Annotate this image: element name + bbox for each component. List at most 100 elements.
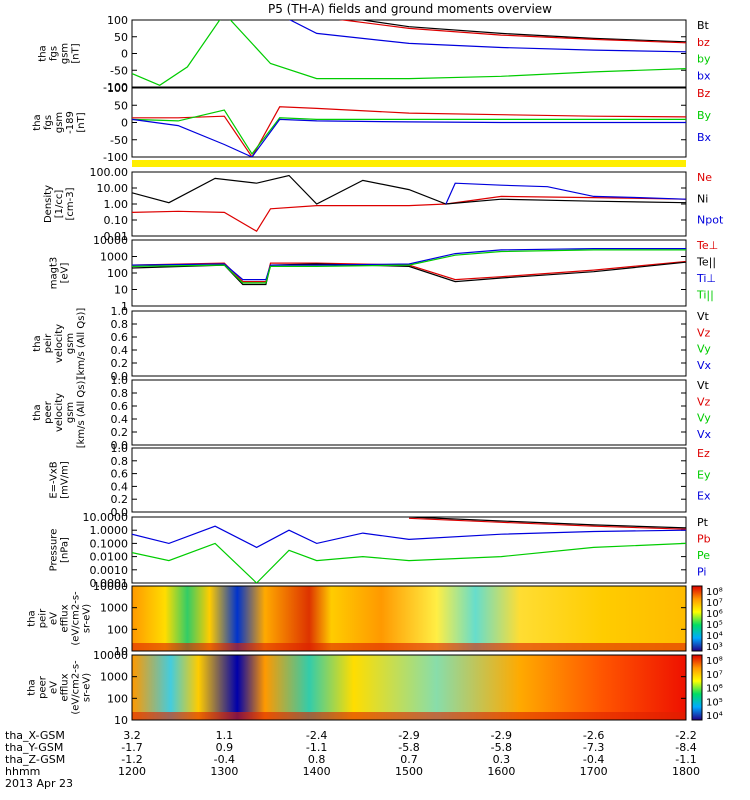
series-Ni <box>132 174 686 205</box>
y-tick-label: 100 <box>107 623 128 636</box>
series-Bt <box>358 20 686 43</box>
legend-entry: By <box>697 109 712 122</box>
y-tick-label: 10000 <box>93 649 128 662</box>
legend-entry: Vz <box>697 326 711 339</box>
colorbar-tick-label: 10⁸ <box>706 587 723 598</box>
series-Bx <box>132 118 686 157</box>
footer-value: 1700 <box>580 765 608 778</box>
y-tick-label: 0.0 <box>111 370 129 383</box>
y-axis-label: [cm-3] <box>65 187 76 220</box>
footer-value: -1.7 <box>121 741 142 754</box>
footer-value: -2.4 <box>306 729 327 742</box>
panel-temp: 10000 1000 100 10 1 magt3 [eV] Te⊥ Te|| Ti⊥ Ti|| <box>49 234 719 313</box>
separator-bar <box>132 160 686 167</box>
y-tick-label: 0.4 <box>111 344 129 357</box>
footer-value: 3.2 <box>123 729 141 742</box>
footer-value: 1600 <box>487 765 515 778</box>
y-tick-label: 50 <box>114 99 128 112</box>
y-tick-label: 100 <box>107 14 128 27</box>
series-Ti⊥ <box>132 248 686 281</box>
y-axis-label: E=-VxB <box>49 461 60 498</box>
footer-value: -7.3 <box>583 741 604 754</box>
panel-frame <box>131 379 687 446</box>
legend-entry: Vx <box>697 428 712 441</box>
y-tick-label: 0.6 <box>111 400 129 413</box>
footer-value: -1.1 <box>306 741 327 754</box>
colorbar-tick-label: 10⁶ <box>706 609 723 620</box>
series-Te⊥ <box>132 260 686 283</box>
y-tick-label: 10 <box>114 714 128 727</box>
y-tick-label: 1000 <box>100 251 128 264</box>
y-axis-label: Density <box>43 185 54 223</box>
series-Pt <box>408 517 686 529</box>
spectrogram-peer_spec <box>132 655 686 720</box>
y-axis-label: fgs <box>43 115 54 130</box>
y-axis-label: [1/cc] <box>54 190 65 219</box>
series-Te|| <box>132 261 686 286</box>
footer-value: -8.4 <box>675 741 696 754</box>
y-tick-label: 10.0000 <box>83 511 129 524</box>
y-tick-label: 0.8 <box>111 455 129 468</box>
legend-entry: Vt <box>697 310 710 323</box>
legend-entry: Ey <box>697 468 711 481</box>
footer-value: 1400 <box>303 765 331 778</box>
y-tick-label: 100 <box>107 82 128 95</box>
series-bz <box>338 20 686 44</box>
legend-entry: Pi <box>697 566 706 579</box>
y-axis-label: gsm <box>54 112 65 133</box>
y-tick-label: 0.8 <box>111 318 129 331</box>
series-Pb <box>408 517 686 530</box>
footer-value: 1300 <box>210 765 238 778</box>
panel-density: 100.00 10.00 1.00 0.10 0.01 Density [1/cc] [cm-… <box>43 166 724 243</box>
y-axis-label: eV <box>49 681 60 694</box>
legend-entry: Vz <box>697 395 711 408</box>
y-axis-label: peir <box>38 608 49 628</box>
footer-value: 1800 <box>672 765 700 778</box>
y-axis-label: [nT] <box>76 112 87 132</box>
y-axis-label: sr-eV) <box>82 673 93 702</box>
colorbar-tick-label: 10⁷ <box>706 598 723 609</box>
footer-row-label: tha_Z-GSM <box>5 753 65 766</box>
series-group <box>132 517 686 583</box>
legend-entry: Ti|| <box>696 289 714 302</box>
y-tick-label: 10 <box>114 284 128 297</box>
y-tick-label: 1.0 <box>111 305 129 318</box>
colorbar-tick-label: 10⁵ <box>706 697 723 708</box>
legend-entry: Pb <box>697 533 711 546</box>
y-axis-label: [nT] <box>71 43 82 63</box>
y-tick-label: 1000 <box>100 671 128 684</box>
y-axis-label: gsm <box>60 43 71 64</box>
footer-row-label: tha_X-GSM <box>5 729 65 742</box>
y-tick-label: -100 <box>103 81 128 94</box>
y-tick-label: 0.0001 <box>90 577 129 590</box>
y-tick-label: 100.00 <box>90 166 129 179</box>
ephemeris-footer: tha_X-GSM 3.2 1.1 -2.4 -2.9 -2.9 -2.6 -2.2 tha_Y… <box>5 729 700 790</box>
legend-entry: Vt <box>697 379 710 392</box>
y-axis-label: tha <box>27 610 38 626</box>
y-axis-label: tha <box>27 679 38 695</box>
y-axis-label: -189 <box>65 111 76 134</box>
legend-entry: Ni <box>697 192 708 205</box>
colorbar-peer_spec <box>691 654 703 721</box>
series-group <box>132 20 686 86</box>
series-Pi <box>132 525 686 549</box>
footer-value: 0.3 <box>493 753 511 766</box>
y-tick-label: 0.2 <box>111 426 129 439</box>
legend-entry: bz <box>697 36 710 49</box>
y-axis-label: tha <box>32 335 43 351</box>
footer-value: -1.2 <box>121 753 142 766</box>
panel-peer_spec: 10⁸ 10⁷ 10⁶ 10⁵ 10⁴ 10000 1000 100 10 tha peer eV ef… <box>27 649 723 727</box>
colorbar-tick-label: 10³ <box>706 642 723 653</box>
y-axis-label: (eV/cm2-s- <box>71 591 82 646</box>
y-tick-label: 10000 <box>93 234 128 247</box>
y-tick-label: 1 <box>121 300 128 313</box>
y-axis-label: peir <box>43 333 54 353</box>
panel-frame <box>131 171 687 237</box>
y-axis-label: tha <box>32 114 43 130</box>
legend-entry: Npot <box>697 214 724 227</box>
legend-entry: by <box>697 53 711 66</box>
legend-entry: Bx <box>697 131 712 144</box>
series-group <box>132 174 686 233</box>
